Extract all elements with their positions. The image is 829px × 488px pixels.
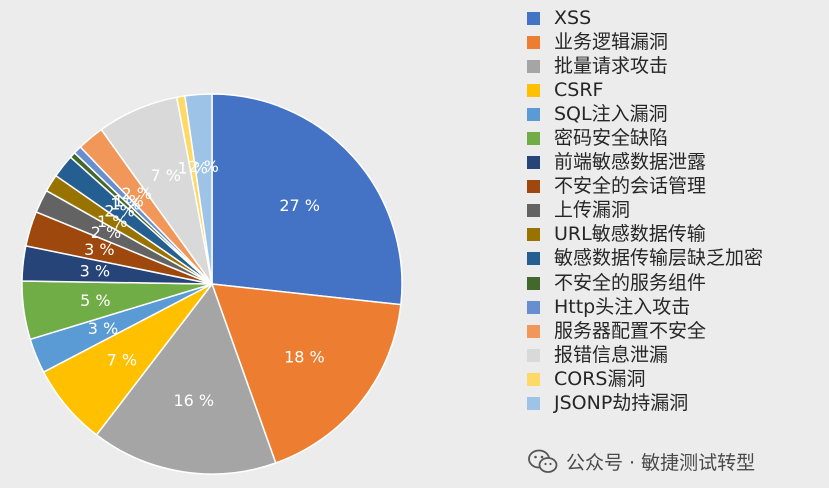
pie-slice-16: [184, 93, 213, 285]
pie-data-label-3: 7 %: [107, 350, 137, 369]
pie-data-label-14: 7 %: [150, 166, 180, 185]
legend-item: 报错信息泄漏: [527, 343, 763, 367]
pie-data-label-7: 3 %: [84, 240, 114, 259]
legend-swatch: [527, 132, 540, 146]
legend-label: 不安全的服务组件: [554, 271, 707, 294]
legend-swatch: [527, 107, 540, 121]
pie-slices: [21, 93, 403, 475]
pie-data-label-13: 2 %: [121, 184, 151, 203]
legend-swatch: [527, 372, 540, 386]
pie-data-label-16: 2 %: [188, 157, 218, 176]
pie-slice-1: [210, 283, 402, 464]
legend-item: URL敏感数据传输: [527, 223, 763, 247]
pie-data-label-12: 1 %: [113, 191, 143, 210]
legend-item: SQL注入漏洞: [527, 102, 763, 126]
legend-item: 批量请求攻击: [527, 54, 763, 78]
legend-swatch: [527, 324, 540, 338]
pie-data-label-2: 16 %: [173, 391, 214, 410]
legend-swatch: [527, 11, 540, 25]
legend-item: 业务逻辑漏洞: [527, 30, 763, 54]
legend-item: 敏感数据传输层缺乏加密: [527, 247, 763, 271]
legend-label: 敏感数据传输层缺乏加密: [554, 247, 764, 270]
pie-data-label-8: 2 %: [91, 223, 121, 242]
legend-label: 前端敏感数据泄露: [554, 151, 707, 174]
legend-item: 上传漏洞: [527, 199, 763, 223]
legend-item: Http头注入攻击: [527, 295, 763, 319]
legend-label: 密码安全缺陷: [554, 127, 669, 150]
legend-swatch: [527, 276, 540, 290]
pie-data-label-15: 1 %: [177, 158, 207, 177]
chart-legend: XSS 业务逻辑漏洞 批量请求攻击 CSRF SQL注入漏洞 密码安全缺陷 前端敏感数据泄露…: [527, 6, 763, 416]
legend-label: 上传漏洞: [554, 199, 631, 222]
legend-label: CSRF: [554, 78, 604, 101]
legend-swatch: [527, 83, 540, 97]
legend-label: CORS漏洞: [554, 367, 646, 390]
pie-data-labels: 27 %18 %16 %7 %3 %5 %3 %3 %2 %1 %2 %1 %1…: [80, 157, 325, 410]
legend-swatch: [527, 180, 540, 194]
pie-data-label-11: 1 %: [110, 195, 140, 214]
legend-label: Http头注入攻击: [554, 295, 691, 318]
legend-item: CSRF: [527, 78, 763, 102]
pie-slice-0: [211, 93, 403, 306]
pie-chart: 27 %18 %16 %7 %3 %5 %3 %3 %2 %1 %2 %1 %1…: [21, 93, 403, 475]
pie-data-label-0: 27 %: [279, 196, 320, 215]
legend-swatch: [527, 397, 540, 411]
pie-slice-2: [95, 282, 277, 475]
legend-label: SQL注入漏洞: [554, 102, 668, 125]
legend-swatch: [527, 156, 540, 170]
legend-swatch: [527, 300, 540, 314]
legend-item: JSONP劫持漏洞: [527, 392, 763, 416]
legend-item: 不安全的会话管理: [527, 175, 763, 199]
legend-item: 不安全的服务组件: [527, 271, 763, 295]
legend-swatch: [527, 348, 540, 362]
pie-data-label-6: 3 %: [80, 262, 110, 281]
pie-data-label-9: 1 %: [97, 212, 127, 231]
legend-item: 服务器配置不安全: [527, 319, 763, 343]
legend-swatch: [527, 228, 540, 242]
pie-data-label-1: 18 %: [284, 348, 325, 367]
legend-label: JSONP劫持漏洞: [554, 392, 689, 415]
legend-item: CORS漏洞: [527, 367, 763, 391]
legend-item: 密码安全缺陷: [527, 126, 763, 150]
legend-label: URL敏感数据传输: [554, 223, 706, 246]
legend-label: 服务器配置不安全: [554, 319, 707, 342]
wechat-icon: [528, 449, 558, 473]
legend-label: 批量请求攻击: [554, 54, 669, 77]
legend-item: XSS: [527, 6, 763, 30]
legend-swatch: [527, 59, 540, 73]
legend-label: XSS: [554, 6, 592, 29]
legend-label: 不安全的会话管理: [554, 175, 707, 198]
pie-data-label-10: 2 %: [104, 202, 134, 221]
pie-data-label-4: 3 %: [88, 319, 118, 338]
legend-label: 业务逻辑漏洞: [554, 30, 669, 53]
legend-swatch: [527, 35, 540, 49]
legend-swatch: [527, 204, 540, 218]
legend-label: 报错信息泄漏: [554, 343, 669, 366]
watermark: 公众号 · 敏捷测试转型: [528, 448, 755, 475]
pie-data-label-5: 5 %: [80, 291, 110, 310]
legend-item: 前端敏感数据泄露: [527, 151, 763, 175]
watermark-text: 公众号 · 敏捷测试转型: [566, 452, 756, 474]
legend-swatch: [527, 252, 540, 266]
